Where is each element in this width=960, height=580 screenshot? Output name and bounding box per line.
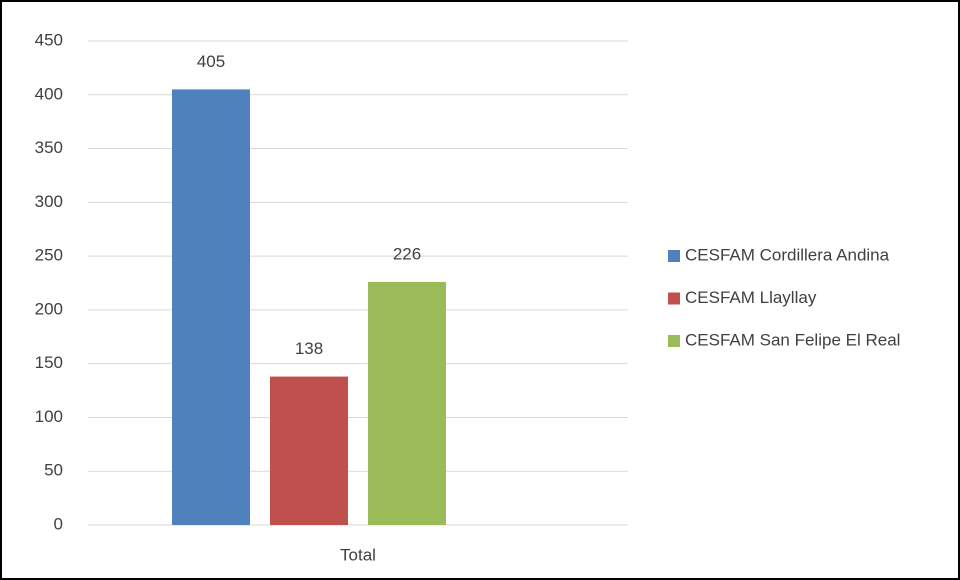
y-tick-label: 0 bbox=[54, 514, 63, 533]
legend-label: CESFAM San Felipe El Real bbox=[685, 330, 900, 349]
x-tick-label: Total bbox=[340, 545, 376, 564]
bar bbox=[270, 376, 348, 525]
y-tick-label: 250 bbox=[35, 246, 63, 265]
y-tick-label: 150 bbox=[35, 353, 63, 372]
legend-swatch bbox=[668, 292, 680, 305]
y-tick-label: 300 bbox=[35, 192, 63, 211]
data-label: 226 bbox=[393, 244, 421, 263]
y-tick-label: 50 bbox=[44, 461, 63, 480]
legend-swatch bbox=[668, 250, 680, 262]
bar bbox=[368, 281, 446, 525]
legend-label: CESFAM Llayllay bbox=[685, 288, 817, 307]
y-tick-label: 100 bbox=[35, 407, 63, 426]
y-tick-label: 350 bbox=[35, 138, 63, 157]
data-label: 405 bbox=[197, 52, 225, 71]
data-label: 138 bbox=[295, 339, 323, 358]
bar bbox=[172, 89, 250, 526]
legend-label: CESFAM Cordillera Andina bbox=[685, 245, 890, 264]
y-tick-label: 400 bbox=[35, 84, 63, 103]
y-tick-label: 200 bbox=[35, 299, 63, 318]
legend-swatch bbox=[668, 335, 680, 347]
y-tick-label: 450 bbox=[35, 30, 63, 49]
